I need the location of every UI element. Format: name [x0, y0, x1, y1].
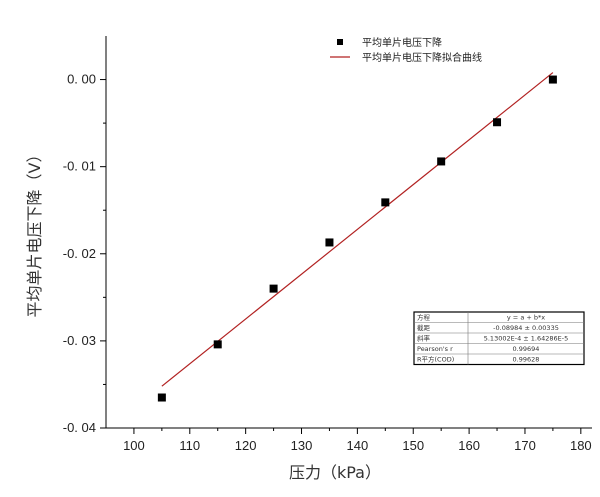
table-cell-label: 斜率: [417, 334, 431, 343]
data-point: [493, 118, 502, 127]
x-tick-label: 130: [291, 438, 313, 453]
data-point: [548, 75, 557, 84]
data-point: [269, 284, 278, 293]
table-cell-label: 截距: [417, 323, 431, 332]
x-tick-label: 160: [458, 438, 480, 453]
data-points: [157, 75, 557, 402]
x-tick-label: 120: [235, 438, 257, 453]
legend-label-scatter: 平均单片电压下降: [362, 36, 442, 49]
data-point: [157, 393, 166, 402]
x-tick-label: 180: [570, 438, 592, 453]
legend-label-line: 平均单片电压下降拟合曲线: [362, 51, 482, 64]
y-tick-label: 0. 00: [67, 72, 96, 87]
table-cell-label: R平方(COD): [417, 355, 454, 364]
x-tick-label: 100: [123, 438, 145, 453]
x-tick-label: 140: [347, 438, 369, 453]
table-cell-label: 方程: [417, 313, 431, 322]
data-point: [213, 340, 222, 349]
table-border: [413, 311, 585, 366]
x-axis-title: 压力（kPa）: [289, 463, 381, 482]
y-tick-label: -0. 01: [63, 159, 96, 174]
fit-line: [161, 72, 554, 387]
y-axis-title: 平均单片电压下降（V）: [25, 147, 44, 318]
data-point: [325, 238, 334, 247]
table-cell-label: Pearson's r: [417, 345, 453, 353]
ticks: 100 110 120 130 140 150 160 170 180 0. 00 -0. 01 -0…: [63, 72, 592, 453]
x-tick-label: 110: [179, 438, 200, 453]
fit-line-group: [161, 72, 554, 387]
table-cell-value: 5.13002E-4 ± 1.64286E-5: [484, 335, 569, 343]
data-point: [381, 198, 390, 207]
x-tick-label: 170: [514, 438, 536, 453]
table-cell-value: -0.08984 ± 0.00335: [493, 324, 559, 332]
y-tick-label: -0. 03: [63, 333, 96, 348]
axes: [105, 36, 592, 429]
table-cell-value: y = a + b*x: [507, 314, 545, 322]
fit-stats-table: 方程 y = a + b*x 截距 -0.08984 ± 0.00335 斜率 5.130…: [413, 311, 585, 366]
table-cell-value: 0.99628: [513, 356, 540, 364]
table-cell-value: 0.99694: [513, 345, 540, 353]
legend-marker-scatter: [337, 39, 343, 45]
data-point: [437, 157, 446, 166]
y-tick-label: -0. 02: [63, 246, 96, 261]
y-tick-label: -0. 04: [63, 420, 96, 435]
x-tick-label: 150: [402, 438, 424, 453]
